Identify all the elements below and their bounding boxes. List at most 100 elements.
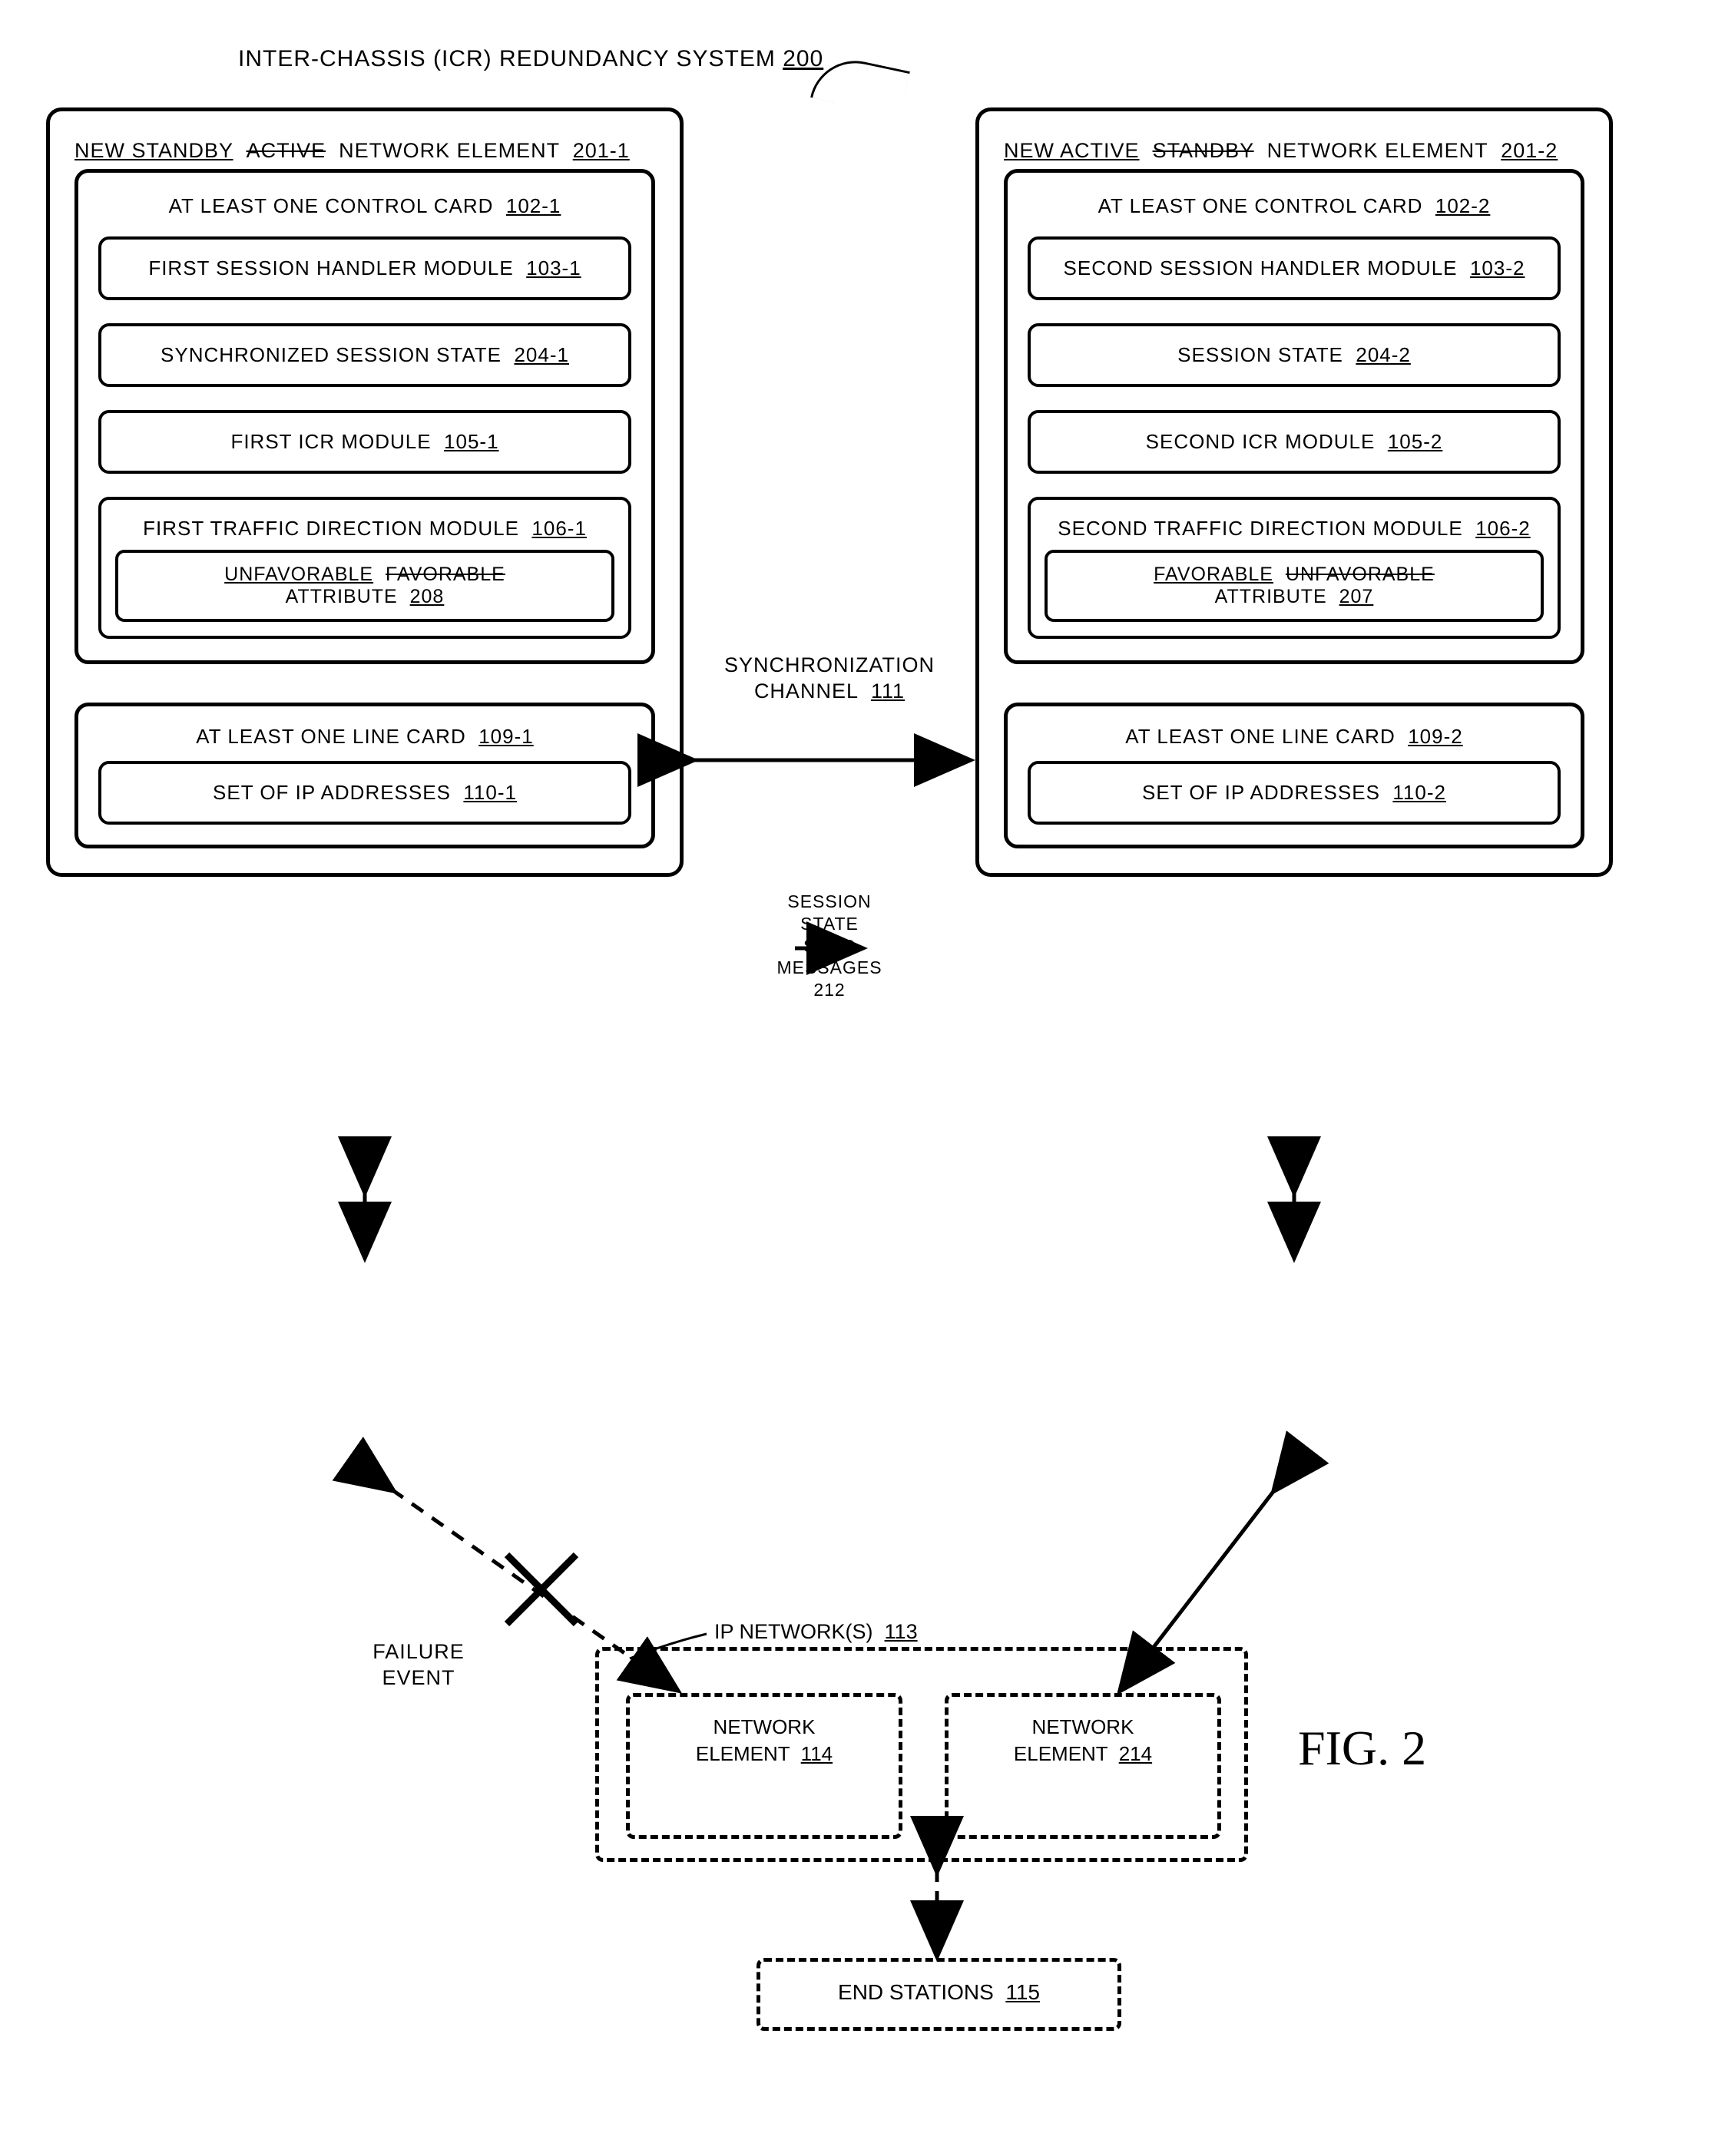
right-ne-title: NEW ACTIVE STANDBY NETWORK ELEMENT 201-2 — [1004, 139, 1584, 163]
right-icr-label: SECOND ICR MODULE — [1146, 430, 1376, 453]
fe-l1: FAILURE — [372, 1640, 465, 1663]
sm-l4: MESSAGES — [776, 957, 882, 977]
right-session-handler: SECOND SESSION HANDLER MODULE 103-2 — [1028, 236, 1561, 300]
left-lc-title: AT LEAST ONE LINE CARD 109-1 — [98, 725, 631, 749]
fe-l2: EVENT — [382, 1666, 455, 1689]
right-lc-label: AT LEAST ONE LINE CARD — [1125, 725, 1395, 748]
ipn-ref: 113 — [885, 1620, 918, 1643]
right-ip-label: SET OF IP ADDRESSES — [1142, 781, 1380, 804]
left-ss-ref: 204-1 — [514, 343, 569, 366]
left-icr-label: FIRST ICR MODULE — [230, 430, 431, 453]
right-cc-title: AT LEAST ONE CONTROL CARD 102-2 — [1028, 194, 1561, 218]
right-ne-prefix: NEW ACTIVE — [1004, 139, 1140, 162]
system-title: INTER-CHASSIS (ICR) REDUNDANCY SYSTEM 20… — [238, 46, 823, 72]
sm-ref: 212 — [813, 980, 845, 1000]
left-sh-ref: 103-1 — [526, 256, 581, 279]
left-attribute-box: UNFAVORABLE FAVORABLE ATTRIBUTE 208 — [115, 550, 614, 622]
left-ss-label: SYNCHRONIZED SESSION STATE — [161, 343, 502, 366]
left-ip-addresses: SET OF IP ADDRESSES 110-1 — [98, 761, 631, 825]
left-attr-suffix: ATTRIBUTE — [286, 586, 398, 607]
right-traffic-direction: SECOND TRAFFIC DIRECTION MODULE 106-2 FA… — [1028, 497, 1561, 639]
left-attr-ref: 208 — [410, 586, 445, 607]
es-ref: 115 — [1005, 1980, 1040, 2004]
right-ip-addresses: SET OF IP ADDRESSES 110-2 — [1028, 761, 1561, 825]
left-ne-strike: ACTIVE — [247, 139, 326, 162]
failure-event-label: FAILURE EVENT — [349, 1639, 488, 1691]
right-sh-ref: 103-2 — [1470, 256, 1525, 279]
left-session-handler: FIRST SESSION HANDLER MODULE 103-1 — [98, 236, 631, 300]
left-ne-title: NEW STANDBY ACTIVE NETWORK ELEMENT 201-1 — [74, 139, 655, 163]
right-ss-ref: 204-2 — [1356, 343, 1411, 366]
title-ref: 200 — [783, 46, 823, 71]
end-stations-box: END STATIONS 115 — [757, 1958, 1121, 2031]
sm-l1: SESSION — [787, 891, 871, 911]
right-ne-suffix: NETWORK ELEMENT — [1267, 139, 1488, 162]
right-attr-word: FAVORABLE — [1154, 564, 1273, 585]
right-ss-label: SESSION STATE — [1177, 343, 1343, 366]
sync-messages-label: SESSION STATE SYNC MESSAGES 212 — [753, 891, 906, 1001]
left-traffic-direction: FIRST TRAFFIC DIRECTION MODULE 106-1 UNF… — [98, 497, 631, 639]
sm-l3: SYNC — [803, 936, 856, 956]
right-ne-ref: 201-2 — [1501, 139, 1558, 162]
title-text: INTER-CHASSIS (ICR) REDUNDANCY SYSTEM — [238, 46, 776, 71]
left-session-state: SYNCHRONIZED SESSION STATE 204-1 — [98, 323, 631, 387]
ne1-ref: 114 — [801, 1742, 833, 1765]
sync-l1: SYNCHRONIZATION — [724, 653, 935, 676]
left-cc-ref: 102-1 — [506, 194, 561, 217]
left-network-element: NEW STANDBY ACTIVE NETWORK ELEMENT 201-1… — [46, 107, 684, 877]
left-sh-label: FIRST SESSION HANDLER MODULE — [148, 256, 513, 279]
sync-ref: 111 — [871, 680, 905, 703]
left-line-card: AT LEAST ONE LINE CARD 109-1 SET OF IP A… — [74, 703, 655, 848]
right-attr-suffix: ATTRIBUTE — [1215, 586, 1327, 607]
sync-l2: CHANNEL — [754, 680, 858, 703]
right-lc-title: AT LEAST ONE LINE CARD 109-2 — [1028, 725, 1561, 749]
left-icr-module: FIRST ICR MODULE 105-1 — [98, 410, 631, 474]
left-ip-label: SET OF IP ADDRESSES — [213, 781, 451, 804]
network-element-114: NETWORK ELEMENT 114 — [626, 1693, 902, 1839]
ne2-l2: ELEMENT — [1014, 1742, 1107, 1765]
left-cc-title: AT LEAST ONE CONTROL CARD 102-1 — [98, 194, 631, 218]
ne1-l1: NETWORK — [713, 1715, 816, 1738]
left-td-label: FIRST TRAFFIC DIRECTION MODULE — [143, 517, 519, 540]
right-td-ref: 106-2 — [1475, 517, 1531, 540]
right-attr-strike: UNFAVORABLE — [1286, 564, 1435, 585]
ne1-l2: ELEMENT — [696, 1742, 790, 1765]
right-cc-ref: 102-2 — [1435, 194, 1491, 217]
es-label: END STATIONS — [838, 1980, 994, 2004]
right-ip-ref: 110-2 — [1392, 781, 1446, 804]
sync-channel-label: SYNCHRONIZATION CHANNEL 111 — [714, 653, 945, 705]
right-icr-module: SECOND ICR MODULE 105-2 — [1028, 410, 1561, 474]
right-sh-label: SECOND SESSION HANDLER MODULE — [1064, 256, 1458, 279]
sm-l2: STATE — [800, 914, 859, 934]
left-td-ref: 106-1 — [531, 517, 587, 540]
left-ip-ref: 110-1 — [463, 781, 517, 804]
left-attr-strike: FAVORABLE — [386, 564, 505, 585]
right-line-card: AT LEAST ONE LINE CARD 109-2 SET OF IP A… — [1004, 703, 1584, 848]
right-network-element: NEW ACTIVE STANDBY NETWORK ELEMENT 201-2… — [975, 107, 1613, 877]
right-attribute-box: FAVORABLE UNFAVORABLE ATTRIBUTE 207 — [1045, 550, 1544, 622]
ne2-ref: 214 — [1119, 1742, 1152, 1765]
diagram-canvas: INTER-CHASSIS (ICR) REDUNDANCY SYSTEM 20… — [46, 46, 1669, 2110]
left-control-card: AT LEAST ONE CONTROL CARD 102-1 FIRST SE… — [74, 169, 655, 664]
left-attr-word: UNFAVORABLE — [224, 564, 373, 585]
right-control-card: AT LEAST ONE CONTROL CARD 102-2 SECOND S… — [1004, 169, 1584, 664]
left-lc-ref: 109-1 — [478, 725, 534, 748]
ip-networks-label: IP NETWORK(S) 113 — [714, 1620, 918, 1644]
right-lc-ref: 109-2 — [1408, 725, 1463, 748]
ne2-l1: NETWORK — [1032, 1715, 1134, 1738]
right-cc-label: AT LEAST ONE CONTROL CARD — [1098, 194, 1423, 217]
right-td-label: SECOND TRAFFIC DIRECTION MODULE — [1058, 517, 1462, 540]
left-ne-suffix: NETWORK ELEMENT — [339, 139, 560, 162]
ipn-label: IP NETWORK(S) — [714, 1620, 873, 1643]
title-brace — [810, 52, 910, 117]
left-cc-label: AT LEAST ONE CONTROL CARD — [169, 194, 494, 217]
right-icr-ref: 105-2 — [1388, 430, 1443, 453]
left-icr-ref: 105-1 — [444, 430, 499, 453]
left-ne-ref: 201-1 — [573, 139, 630, 162]
left-lc-label: AT LEAST ONE LINE CARD — [196, 725, 465, 748]
figure-label: FIG. 2 — [1298, 1720, 1426, 1777]
right-session-state: SESSION STATE 204-2 — [1028, 323, 1561, 387]
right-attr-ref: 207 — [1339, 586, 1374, 607]
network-element-214: NETWORK ELEMENT 214 — [945, 1693, 1221, 1839]
fig-text: FIG. 2 — [1298, 1721, 1426, 1775]
